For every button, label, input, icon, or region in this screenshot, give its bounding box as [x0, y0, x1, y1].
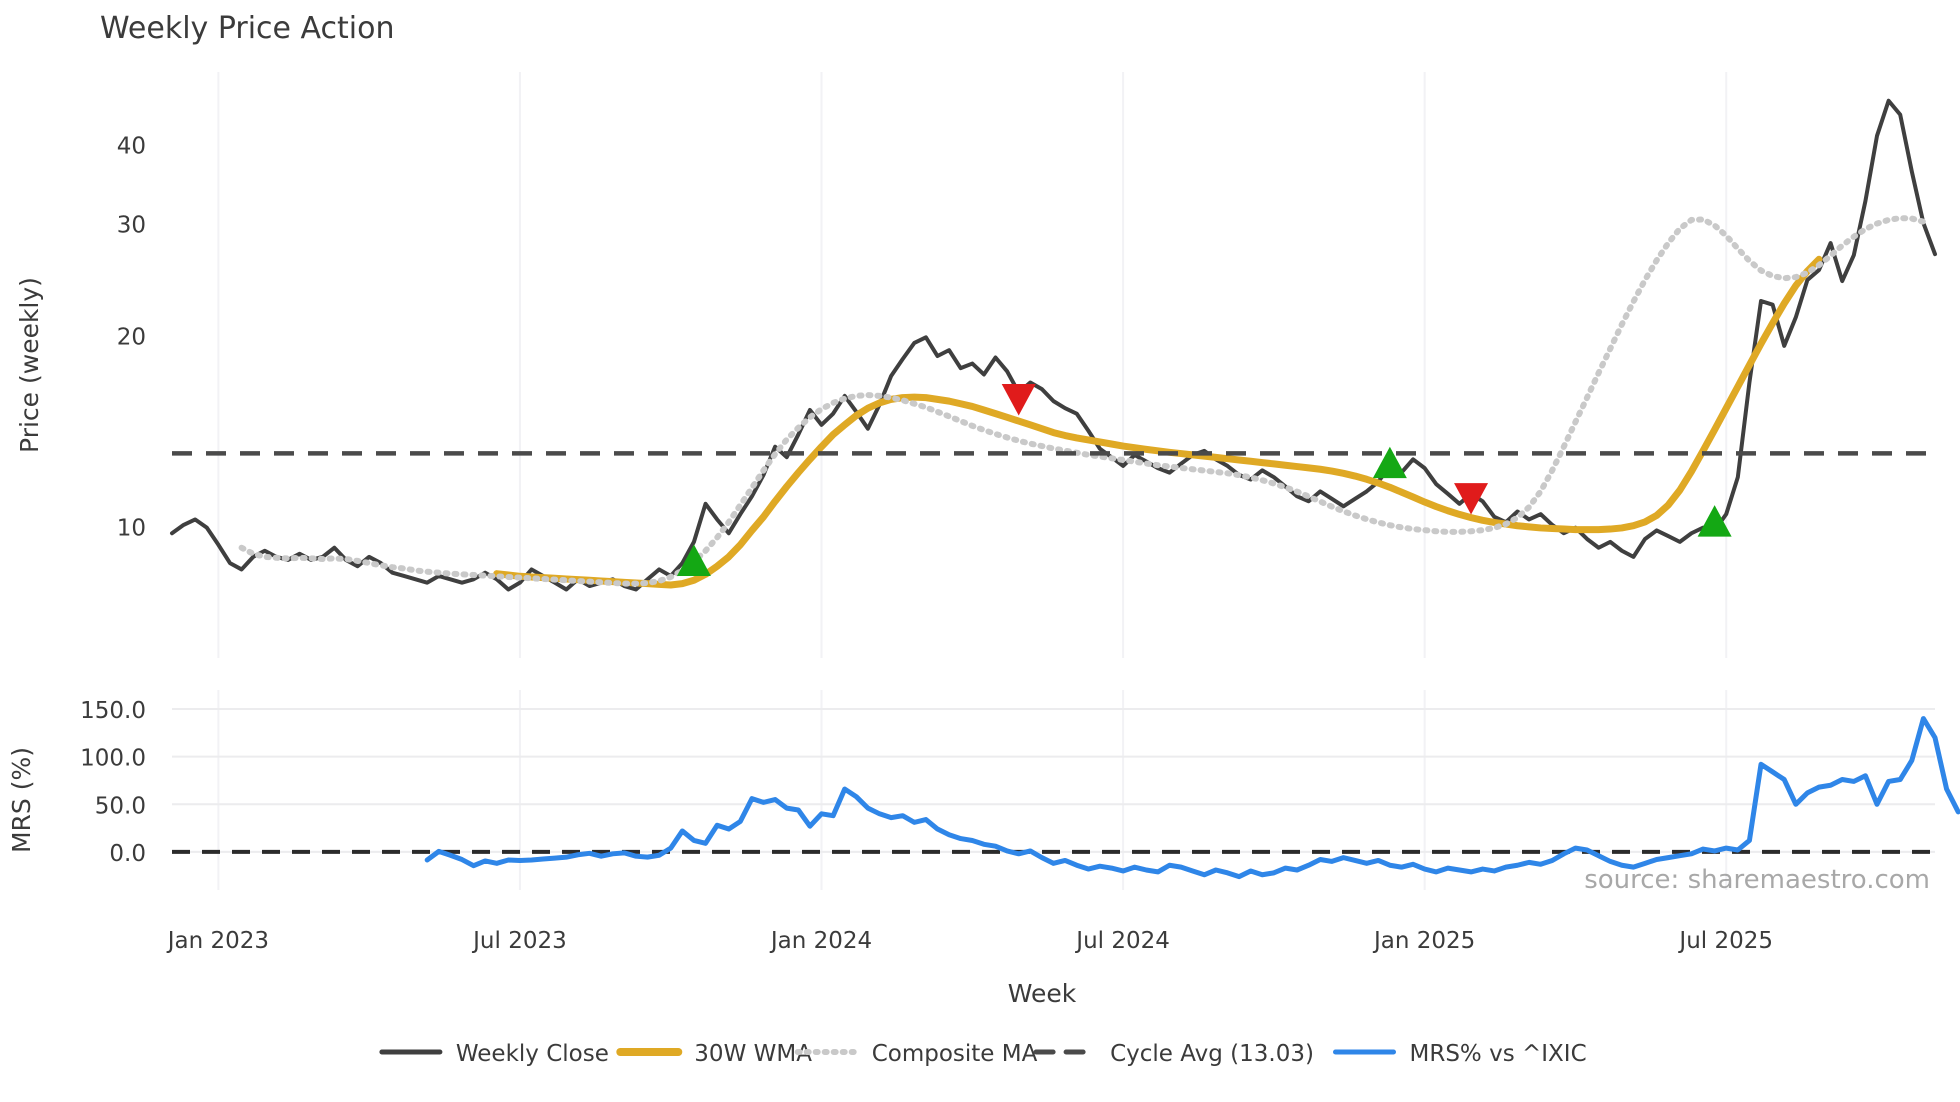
- x-tick-4: Jan 2025: [1372, 928, 1475, 954]
- mrs-y-tick-1: 50.0: [95, 793, 146, 819]
- price-series-group: [170, 98, 1937, 592]
- x-tick-1: Jul 2023: [471, 928, 567, 954]
- chart-title: Weekly Price Action: [100, 11, 395, 46]
- series-30w-wma: [493, 255, 1823, 589]
- series-weekly-close: [170, 98, 1937, 592]
- mrs-y-axis-ticks: 0.0 50.0 100.0 150.0: [80, 698, 146, 867]
- legend-label-weekly-close[interactable]: Weekly Close: [456, 1041, 609, 1067]
- price-axis-label: Price (weekly): [15, 277, 44, 453]
- source-watermark: source: sharemaestro.com: [1584, 865, 1930, 895]
- price-y-tick-2: 30: [117, 213, 146, 239]
- x-axis-ticks: Jan 2023 Jul 2023 Jan 2024 Jul 2024 Jan 2025…: [166, 928, 1773, 954]
- legend-label-30w-wma[interactable]: 30W WMA: [694, 1041, 812, 1067]
- mrs-y-tick-0: 0.0: [109, 841, 146, 867]
- mrs-series-group: [172, 716, 1960, 880]
- series-mrs-vs-ixic: [424, 716, 1960, 880]
- legend-label-cycle-avg-13-03[interactable]: Cycle Avg (13.03): [1110, 1041, 1314, 1067]
- mrs-y-tick-3: 150.0: [80, 698, 146, 724]
- signal-markers-group: [676, 384, 1732, 576]
- series-composite-ma: [238, 215, 1927, 587]
- mrs-axis-label: MRS (%): [7, 747, 36, 853]
- chart-legend: Weekly Close 30W WMA Composite MA Cycle Avg…: [379, 1041, 1587, 1067]
- legend-label-composite-ma[interactable]: Composite MA: [872, 1041, 1038, 1067]
- x-tick-2: Jan 2024: [769, 928, 872, 954]
- buy-signal-marker-0[interactable]: [676, 544, 711, 576]
- price-panel-gridlines: [217, 72, 1728, 658]
- x-tick-3: Jul 2024: [1074, 928, 1170, 954]
- legend-label-mrs-vs-ixic[interactable]: MRS% vs ^IXIC: [1410, 1041, 1587, 1067]
- price-y-axis-ticks: 10 20 30 40: [117, 133, 146, 541]
- sell-signal-marker-1[interactable]: [1001, 384, 1036, 416]
- price-y-tick-0: 10: [117, 515, 146, 541]
- buy-signal-marker-4[interactable]: [1697, 505, 1732, 537]
- buy-signal-marker-2[interactable]: [1372, 446, 1407, 479]
- x-axis-label: Week: [1008, 979, 1077, 1008]
- x-tick-5: Jul 2025: [1677, 928, 1773, 954]
- sell-signal-marker-3[interactable]: [1454, 483, 1489, 515]
- mrs-y-tick-2: 100.0: [80, 746, 146, 772]
- price-y-tick-3: 40: [117, 133, 146, 159]
- x-tick-0: Jan 2023: [166, 928, 269, 954]
- price-y-tick-1: 20: [117, 324, 146, 350]
